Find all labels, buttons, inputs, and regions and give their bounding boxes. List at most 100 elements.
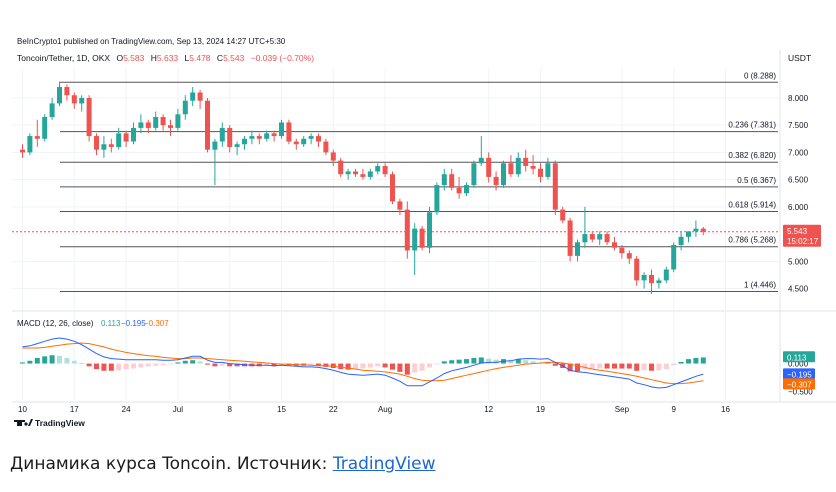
close-value: 5.543 [223,53,245,63]
macd-histogram-bar [42,356,47,363]
candle-down [619,248,624,253]
macd-histogram-bar [64,358,69,364]
candle-up [212,142,217,150]
candle-up [582,234,587,242]
candle-down [605,234,610,242]
published-note: BeInCrypto1 published on TradingView.com… [17,37,286,46]
candle-down [198,93,203,101]
macd-histogram-bar [50,355,55,363]
macd-histogram-bar [597,364,602,369]
candle-down [649,275,654,283]
candle-up [693,229,698,232]
macd-histogram-bar [434,364,439,365]
chart-grid [12,50,836,402]
macd-histogram-bar [138,364,143,368]
caption-text: Динамика курса Toncoin. Источник: [10,454,333,474]
macd-histogram-bar [338,364,343,370]
candle-down [538,169,543,177]
candle-up [671,245,676,270]
macd-histogram-bar [523,360,528,363]
candle-up [249,136,254,139]
time-tick-label: 22 [329,405,338,414]
candle-down [168,125,173,128]
fib-level-label: 0.382 (6.820) [728,151,776,160]
candle-down [701,229,706,232]
price-tick-label: 6.000 [788,203,809,212]
candle-up [242,139,247,144]
candle-down [405,210,410,251]
macd-histogram-bar [405,364,410,375]
symbol-name: Toncoin/Tether, 1D, OKX [17,53,110,63]
macd-histogram-bar [471,358,476,364]
macd-histogram-bar [464,359,469,363]
candle-down [294,142,299,145]
change-value: −0.039 (−0.70%) [251,53,314,63]
macd-histogram-bar [693,358,698,364]
macd-histogram-bar [420,364,425,371]
macd-line [23,338,704,388]
macd-histogram-bar [390,364,395,370]
candle-down [360,174,365,177]
candle-down [494,177,499,185]
time-tick-label: 9 [671,405,676,414]
candle-up [642,275,647,280]
candle-down [383,166,388,174]
macd-histogram-bar [72,361,77,364]
candle-down [627,253,632,258]
macd-histogram-bar [375,364,380,367]
fib-level-label: 0.618 (5.914) [728,201,776,210]
time-tick-label: 19 [536,405,545,414]
fib-level-label: 1 (4.446) [744,281,776,290]
macd-histogram-bar [368,364,373,368]
candle-up [368,171,373,176]
macd-histogram-bar [442,361,447,363]
macd-histogram-bar [124,364,129,370]
candle-down [227,128,232,147]
candle-down [323,142,328,153]
candle-down [72,95,77,103]
macd-histogram-bar [153,364,158,366]
macd-histogram-bar [116,364,121,371]
macd-histogram-bar [212,364,217,367]
macd-histogram-bar [220,364,225,366]
macd-histogram-bar [190,360,195,363]
macd-histogram-bar [131,364,136,369]
macd-histogram-bar [198,361,203,363]
macd-histogram-bar [605,364,610,369]
low-value: 5.478 [189,53,211,63]
candle-down [161,117,166,125]
candle-down [560,210,565,221]
last-price-countdown: 15:02:17 [787,237,819,246]
candle-up [471,163,476,185]
macd-histogram-bar [360,364,365,369]
macd-histogram-bar [619,364,624,369]
tradingview-logo: TradingView [14,418,85,428]
candle-up [434,185,439,212]
macd-histogram-bar [109,364,114,371]
macd-histogram-bar [27,361,32,364]
candle-down [20,150,25,153]
candle-down [590,234,595,239]
high-value: 5.633 [157,53,179,63]
time-tick-label: 10 [18,405,27,414]
candle-down [457,188,462,193]
macd-histogram-bar [87,364,92,367]
macd-histogram-bar [383,364,388,368]
macd-histogram-bar [94,364,99,370]
caption-source-link[interactable]: TradingView [333,454,436,474]
candle-down [353,171,358,174]
fib-level-label: 0.786 (5.268) [728,236,776,245]
macd-histogram-bar [427,364,432,368]
fib-level-label: 0 (8.288) [744,71,776,80]
candle-up [116,133,121,147]
candle-up [686,231,691,236]
candle-down [553,163,558,209]
candle-down [286,122,291,141]
macd-legend: MACD (12, 26, close) 0.113 −0.195 −0.307 [17,319,169,328]
candle-down [338,161,343,175]
candle-up [597,234,602,239]
last-price-value: 5.543 [787,227,808,236]
macd-histogram-bar [664,364,669,370]
candle-down [146,122,151,127]
candle-up [279,122,284,136]
